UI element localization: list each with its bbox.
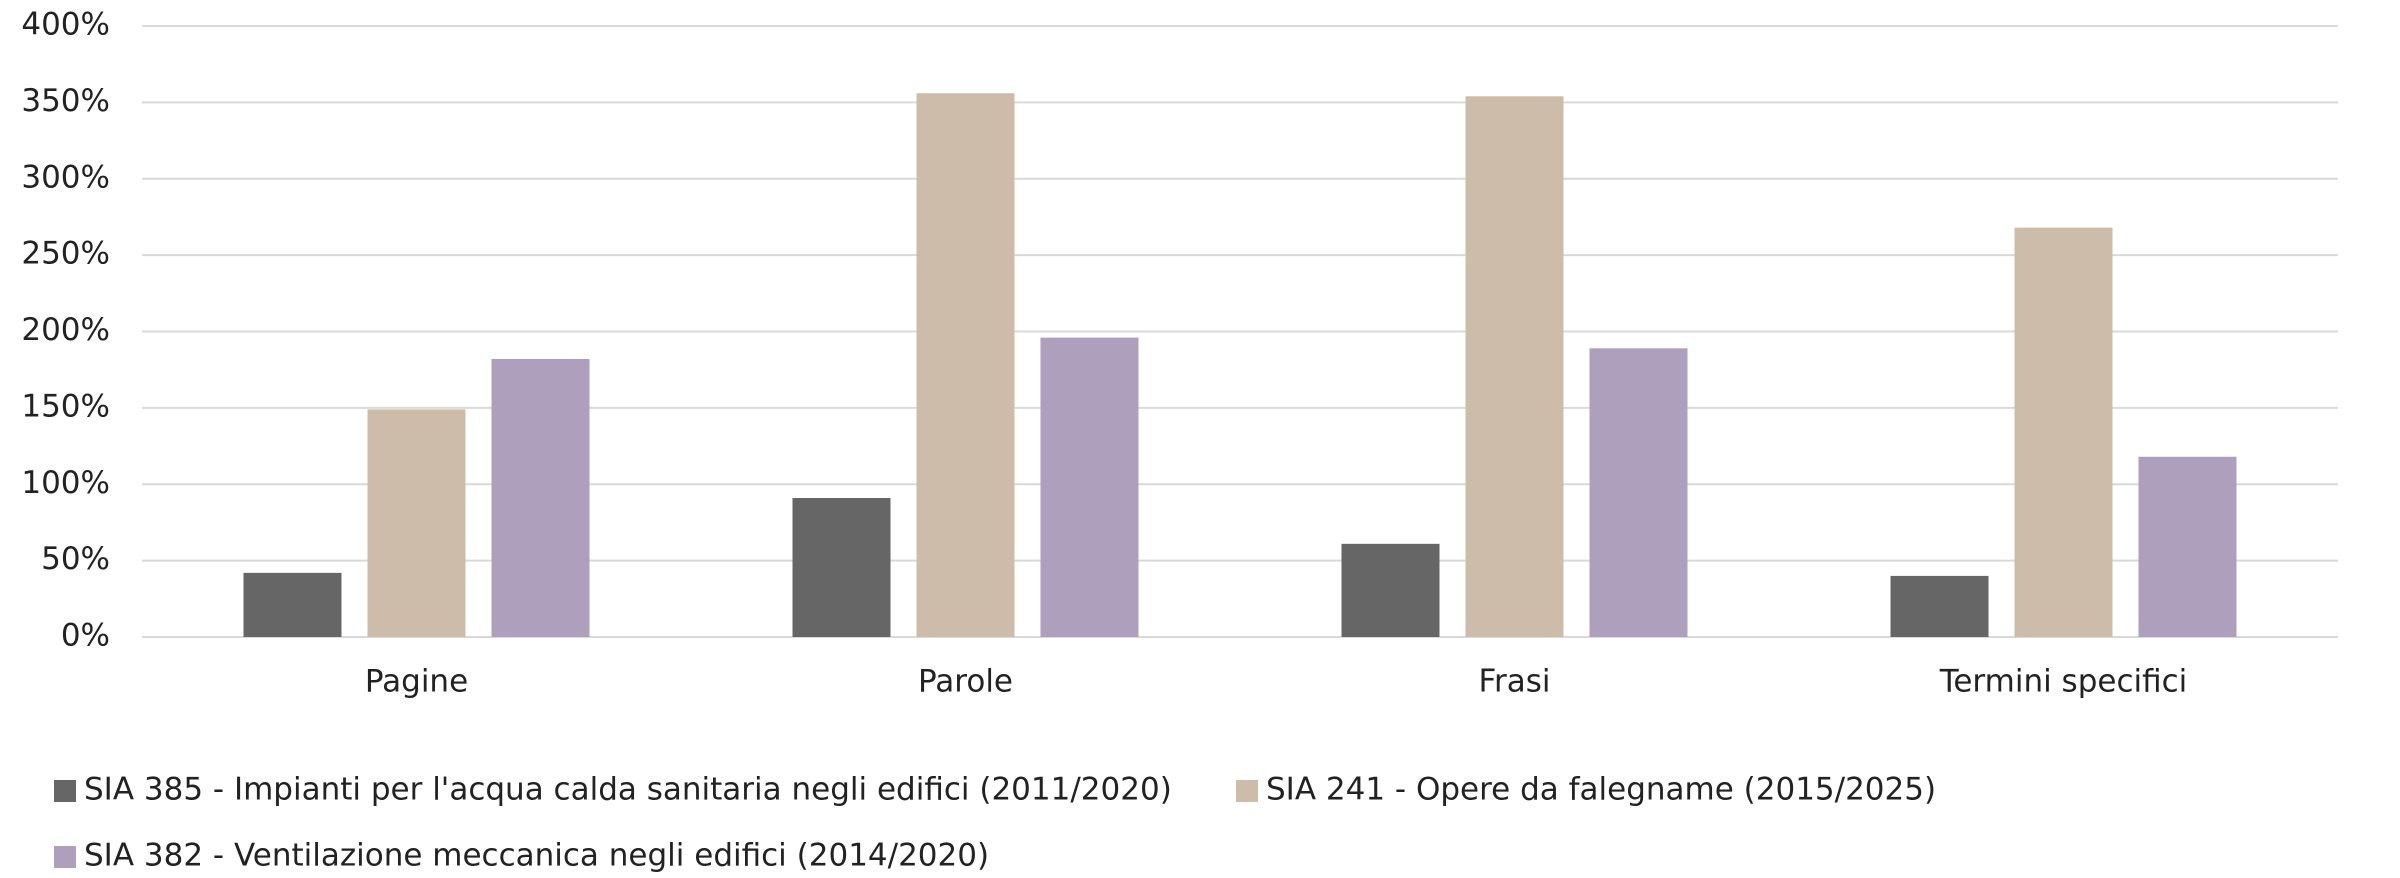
y-tick-label: 0%	[61, 618, 110, 654]
legend-label: SIA 385 - Impianti per l'acqua calda san…	[84, 772, 1172, 808]
bar	[1341, 543, 1440, 637]
bar	[1589, 348, 1688, 637]
bar	[1040, 337, 1139, 637]
legend-swatch	[54, 846, 76, 868]
bar	[243, 572, 342, 637]
y-tick-label: 50%	[41, 541, 110, 577]
bar	[367, 409, 466, 637]
bar	[2014, 227, 2113, 637]
bar	[916, 93, 1015, 637]
y-tick-label: 100%	[21, 465, 110, 501]
bar	[2138, 456, 2237, 637]
x-tick-label: Termini specifici	[1939, 664, 2188, 700]
x-tick-label: Frasi	[1478, 664, 1550, 700]
bar	[1890, 575, 1989, 637]
legend-label: SIA 382 - Ventilazione meccanica negli e…	[84, 838, 989, 874]
y-tick-label: 400%	[21, 7, 110, 43]
x-tick-label: Parole	[918, 664, 1013, 700]
bar	[1465, 96, 1564, 637]
bar	[491, 358, 590, 637]
legend-swatch	[1236, 780, 1258, 802]
y-tick-label: 250%	[21, 236, 110, 272]
y-tick-label: 350%	[21, 83, 110, 119]
y-tick-label: 300%	[21, 159, 110, 195]
y-tick-label: 200%	[21, 312, 110, 348]
y-tick-label: 150%	[21, 388, 110, 424]
x-tick-label: Pagine	[365, 664, 468, 700]
legend-label: SIA 241 - Opere da falegname (2015/2025)	[1266, 772, 1936, 808]
legend-swatch	[54, 780, 76, 802]
bar	[792, 497, 891, 637]
